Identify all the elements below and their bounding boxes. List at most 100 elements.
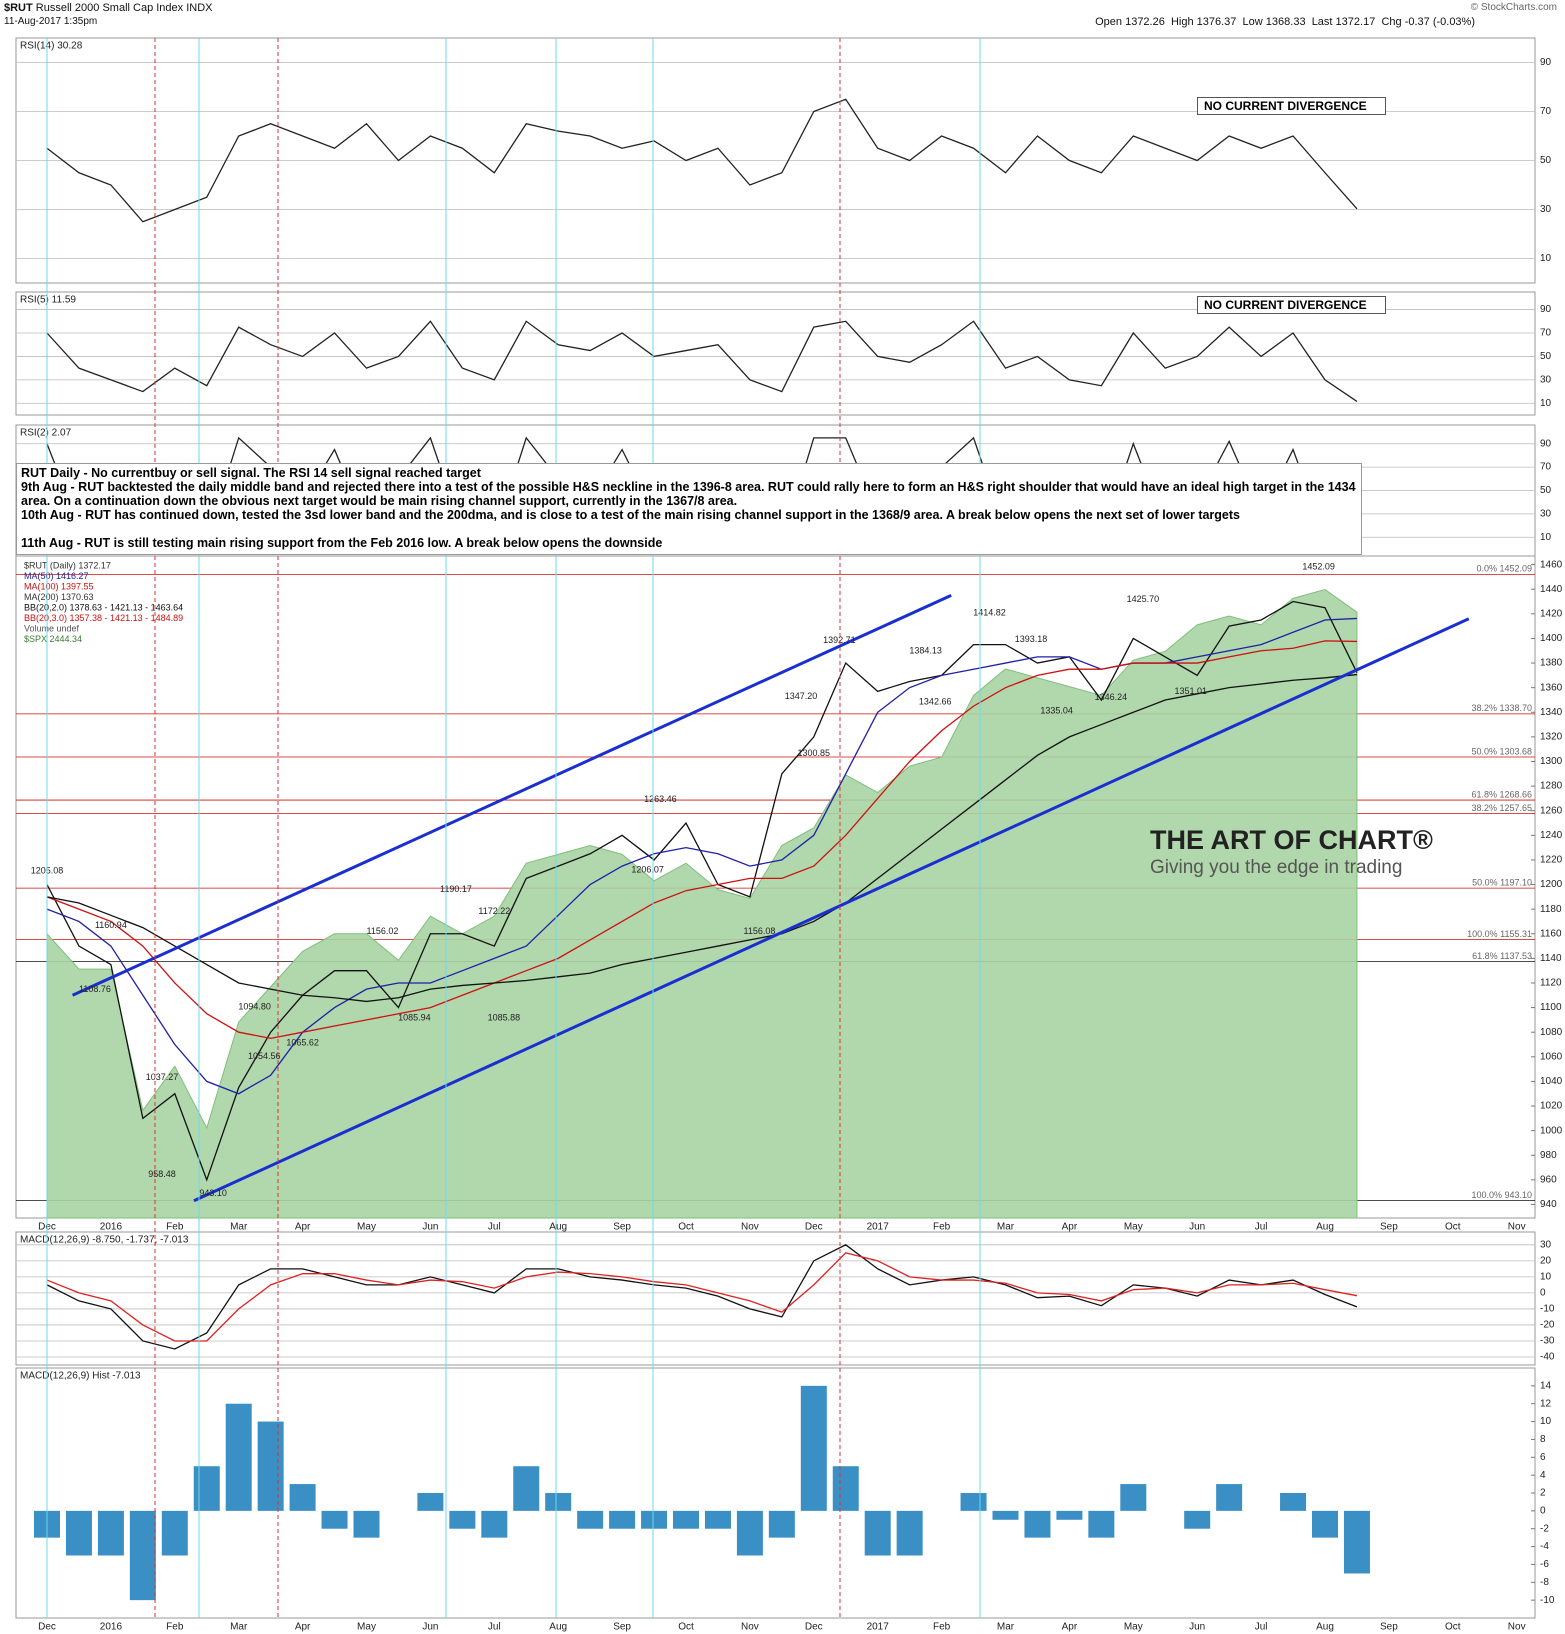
bar bbox=[1343, 1510, 1370, 1574]
y-tick-label: 1300 bbox=[1540, 756, 1563, 767]
y-tick-label: -10 bbox=[1540, 1304, 1555, 1315]
x-tick-label: May bbox=[357, 1222, 376, 1233]
legend-entry: MA(200) 1370.63 bbox=[24, 592, 94, 602]
x-tick-label: Jun bbox=[422, 1622, 438, 1633]
y-tick-label: 1240 bbox=[1540, 830, 1563, 841]
quote-value: 1372.17 bbox=[1335, 16, 1376, 28]
price-annotation: 1190.17 bbox=[440, 884, 472, 894]
y-tick-label: 1060 bbox=[1540, 1051, 1563, 1062]
x-tick-label: Nov bbox=[741, 1622, 759, 1633]
y-tick-label: 1220 bbox=[1540, 855, 1563, 866]
fib-label: 38.2% 1257.65 bbox=[1471, 803, 1532, 813]
x-tick-label: Feb bbox=[166, 1222, 184, 1233]
fib-label: 61.8% 1137.53 bbox=[1472, 951, 1532, 961]
price-annotation: 1342.66 bbox=[919, 696, 952, 706]
x-tick-label: Jul bbox=[1255, 1222, 1268, 1233]
bar bbox=[992, 1510, 1019, 1520]
x-tick-label: 2016 bbox=[100, 1222, 123, 1233]
y-tick-label: -8 bbox=[1540, 1577, 1549, 1588]
divergence-box: NO CURRENT DIVERGENCE bbox=[1197, 97, 1386, 115]
line bbox=[46, 640, 1357, 1040]
legend-entry: $RUT (Daily) 1372.17 bbox=[24, 560, 111, 570]
y-tick-label: 980 bbox=[1540, 1150, 1557, 1161]
bar bbox=[97, 1510, 124, 1556]
x-tick-label: Nov bbox=[1508, 1222, 1526, 1233]
y-tick-label: 10 bbox=[1540, 253, 1552, 264]
quote-value: 1372.26 bbox=[1125, 16, 1165, 28]
bar bbox=[1216, 1484, 1243, 1511]
y-tick-label: 4 bbox=[1540, 1470, 1546, 1481]
quote-label: Chg bbox=[1381, 16, 1402, 28]
x-tick-label: Mar bbox=[230, 1622, 248, 1633]
x-tick-label: Jun bbox=[422, 1222, 438, 1233]
bar bbox=[641, 1510, 668, 1529]
x-tick-label: Oct bbox=[678, 1622, 694, 1633]
y-tick-label: 1120 bbox=[1540, 978, 1562, 989]
y-tick-label: 1440 bbox=[1540, 584, 1563, 595]
bar bbox=[161, 1510, 188, 1556]
price-annotation: 1351.01 bbox=[1175, 686, 1208, 696]
x-tick-label: Aug bbox=[1316, 1622, 1334, 1633]
x-tick-label: Jul bbox=[488, 1222, 501, 1233]
price-annotation: 1156.02 bbox=[367, 926, 399, 936]
bar bbox=[577, 1510, 604, 1529]
price-annotation: 1414.82 bbox=[973, 608, 1006, 618]
x-tick-label: Aug bbox=[1316, 1222, 1334, 1233]
price-annotation: 1085.88 bbox=[488, 1012, 521, 1022]
y-tick-label: 30 bbox=[1540, 509, 1552, 520]
logo-title: THE ART OF CHART® bbox=[1150, 825, 1433, 855]
fib-label: 100.0% 1155.31 bbox=[1467, 929, 1532, 939]
bar bbox=[481, 1510, 508, 1538]
x-tick-label: Apr bbox=[1062, 1622, 1078, 1633]
y-tick-label: 50 bbox=[1540, 485, 1552, 496]
x-tick-label: May bbox=[1124, 1222, 1143, 1233]
price-annotation: 1384.13 bbox=[909, 645, 942, 655]
fib-label: 38.2% 1338.70 bbox=[1471, 703, 1532, 713]
x-tick-label: 2017 bbox=[867, 1222, 890, 1233]
y-tick-label: 70 bbox=[1540, 462, 1552, 473]
y-tick-label: 1140 bbox=[1540, 953, 1562, 964]
y-tick-label: 1000 bbox=[1540, 1125, 1563, 1136]
y-tick-label: 1200 bbox=[1540, 879, 1563, 890]
y-tick-label: 10 bbox=[1540, 398, 1552, 409]
y-tick-label: 30 bbox=[1540, 374, 1552, 385]
legend-entry: BB(20,2.0) 1378.63 - 1421.13 - 1463.64 bbox=[24, 602, 183, 612]
fib-label: 50.0% 1197.10 bbox=[1472, 877, 1532, 887]
x-tick-label: Sep bbox=[613, 1622, 631, 1633]
quote-label: Low bbox=[1242, 16, 1263, 28]
y-tick-label: 50 bbox=[1540, 351, 1552, 362]
panel-title: MACD(12,26,9) Hist -7.013 bbox=[20, 1371, 141, 1382]
bar bbox=[768, 1510, 795, 1538]
y-tick-label: 1260 bbox=[1540, 805, 1563, 816]
x-tick-label: Sep bbox=[1380, 1622, 1398, 1633]
bar bbox=[321, 1510, 348, 1529]
x-tick-label: Feb bbox=[933, 1222, 951, 1233]
bar bbox=[704, 1510, 731, 1529]
x-tick-label: Aug bbox=[549, 1622, 567, 1633]
plot-layer: 10 30 50 70 90 RSI(14) 30.28 10 30 50 70 90 RSI(5) … bbox=[15, 37, 1563, 1633]
panel-title: RSI(14) 30.28 bbox=[20, 41, 83, 52]
y-tick-label: -2 bbox=[1540, 1523, 1549, 1534]
fib-label: 50.0% 1303.68 bbox=[1471, 746, 1532, 756]
panel-title: RSI(2) 2.07 bbox=[20, 428, 72, 439]
logo-tagline: Giving you the edge in trading bbox=[1150, 857, 1402, 878]
price-annotation: 1156.08 bbox=[744, 926, 776, 936]
x-tick-label: Dec bbox=[38, 1622, 56, 1633]
price-annotation: 1392.71 bbox=[823, 635, 856, 645]
price-annotation: 1452.09 bbox=[1302, 562, 1335, 572]
bar bbox=[1184, 1510, 1211, 1529]
price-annotation: 1054.56 bbox=[248, 1051, 281, 1061]
line bbox=[46, 1244, 1358, 1350]
panel-title: MACD(12,26,9) -8.750, -1.737, -7.013 bbox=[20, 1235, 189, 1246]
legend-entry: BB(20,3.0) 1357.38 - 1421.13 - 1484.89 bbox=[24, 613, 183, 623]
area bbox=[46, 588, 1358, 1219]
y-tick-label: 30 bbox=[1540, 1239, 1552, 1250]
x-tick-label: Apr bbox=[295, 1222, 311, 1233]
bar bbox=[193, 1466, 220, 1511]
y-tick-label: 12 bbox=[1540, 1398, 1552, 1409]
quote-label: Open bbox=[1095, 16, 1123, 28]
symbol: $RUT bbox=[4, 2, 33, 14]
price-annotation: 1335.04 bbox=[1040, 706, 1073, 716]
